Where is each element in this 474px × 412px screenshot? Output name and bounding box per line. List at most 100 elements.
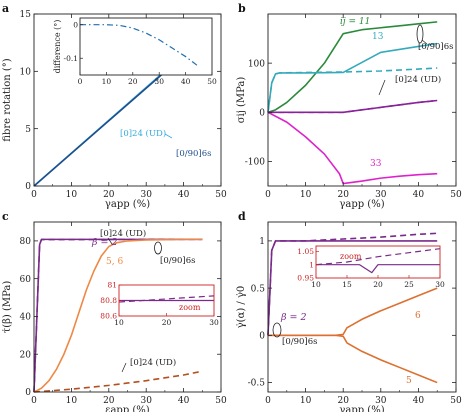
inset-d: 10 15 20 25 30 0.95 1 1.05 zoom — [297, 245, 445, 289]
inset-y-tick-label: 81 — [107, 281, 117, 290]
annotation-56: 5, 6 — [106, 257, 123, 267]
annotation-beta: β = 2 — [91, 237, 118, 248]
inset-x-tick-label: 25 — [404, 280, 414, 289]
inset-y-axis-label: difference (°) — [53, 20, 62, 74]
panel-letter: d — [238, 210, 246, 223]
annotation-cp: [0/90]6s — [418, 42, 454, 52]
inset-x-tick-label: 20 — [128, 77, 138, 86]
x-tick-label: 50 — [215, 396, 227, 406]
inset-x-tick-label: 15 — [342, 280, 352, 289]
x-tick-label: 40 — [178, 190, 190, 200]
inset-x-tick-label: 0 — [78, 77, 83, 86]
inset-y-tick-label: 0.95 — [297, 274, 314, 283]
inset-y-tick-label: 1 — [309, 260, 314, 269]
x-tick-label: 20 — [337, 190, 349, 200]
inset-y-tick-label: 80.6 — [100, 312, 117, 321]
inset-x-tick-label: 50 — [207, 77, 217, 86]
x-tick-label: 30 — [140, 190, 152, 200]
y-axis-label: τ̇(β) (MPa) — [2, 281, 13, 334]
inset-x-tick-label: 20 — [373, 280, 383, 289]
series-line — [268, 99, 438, 114]
annotation-beta: β = 2 — [280, 312, 307, 323]
x-tick-label: 20 — [103, 396, 115, 406]
inset-series-line — [316, 264, 440, 274]
annotation-leader — [121, 362, 127, 373]
inset-x-tick-label: 10 — [311, 280, 321, 289]
inset-x-tick-label: 10 — [102, 77, 112, 86]
y-tick-label: 0 — [25, 182, 31, 192]
series-line — [33, 370, 203, 393]
series-line — [268, 334, 438, 384]
inset-x-tick-label: 20 — [162, 318, 172, 327]
inset-y-tick-label: 0 — [73, 20, 78, 29]
x-tick-label: 20 — [337, 396, 349, 406]
x-tick-label: 20 — [103, 190, 115, 200]
y-tick-label: 80 — [20, 237, 32, 247]
inset-frame — [79, 17, 213, 76]
x-tick-label: 50 — [450, 190, 462, 200]
y-tick-label: 1 — [259, 237, 265, 247]
panel-letter: c — [2, 210, 9, 223]
x-tick-label: 10 — [300, 396, 312, 406]
annotation-33: 33 — [370, 159, 382, 169]
panel-c: 0 10 20 30 40 50 0 20 40 60 80 c εapp (%) τ̇(β) (MPa)… — [2, 210, 227, 412]
x-axis-label: γapp (%) — [105, 199, 150, 210]
y-tick-label: -0.5 — [248, 379, 266, 389]
inset-y-tick-label: 1.05 — [297, 247, 314, 256]
series-line — [267, 21, 438, 114]
y-axis-label: σij (MPa) — [236, 77, 247, 124]
annotation-cp: [0/90]6s — [282, 337, 318, 347]
inset-x-tick-label: 30 — [435, 280, 445, 289]
annotation-ellipse — [416, 24, 424, 44]
x-tick-label: 30 — [375, 396, 387, 406]
panel-letter: a — [2, 2, 9, 15]
annotation-cp: [0/90]6s — [160, 256, 196, 266]
series-line — [267, 67, 438, 113]
x-tick-label: 10 — [66, 190, 78, 200]
y-axis-label: γ̇(α) / γ̇0 — [236, 286, 247, 329]
x-tick-label: 50 — [215, 190, 227, 200]
annotation-leader — [164, 133, 173, 139]
annotation-leader — [421, 39, 428, 45]
y-tick-label: 0 — [259, 108, 265, 118]
y-tick-label: 15 — [20, 10, 32, 20]
x-axis-label: γapp (%) — [339, 405, 384, 412]
inset-x-tick-label: 30 — [209, 318, 219, 327]
plot-frame — [267, 13, 457, 187]
y-tick-label: 0 — [25, 388, 31, 398]
panel-b: 0 10 20 30 40 50 -100 0 100 b γapp (%) σij (MPa) ij … — [236, 2, 462, 210]
annotation-ud: [0]24 (UD) — [100, 228, 146, 239]
series-line — [33, 238, 203, 393]
y-tick-label: 0 — [259, 331, 265, 341]
panel-d: 0 10 20 30 40 50 -0.5 0 0.5 1 d γapp (%) γ̇(α) / γ̇0… — [236, 210, 462, 412]
y-tick-label: 100 — [248, 59, 265, 69]
x-tick-label: 40 — [413, 190, 425, 200]
annotation-cp: [0/90]6s — [176, 149, 212, 159]
x-tick-label: 30 — [375, 190, 387, 200]
annotation-13: 13 — [372, 32, 384, 42]
series-line — [33, 238, 203, 393]
annotation-ij11: ij = 11 — [340, 17, 370, 27]
x-tick-label: 30 — [140, 396, 152, 406]
x-tick-label: 50 — [450, 396, 462, 406]
y-tick-label: 10 — [20, 67, 32, 77]
annotation-5: 5 — [406, 376, 412, 386]
series-line — [267, 232, 438, 336]
inset-zoom-label: zoom — [179, 303, 201, 312]
annotation-ellipse — [272, 322, 282, 338]
annotation-leader — [378, 79, 386, 96]
y-tick-label: 60 — [20, 275, 32, 285]
annotation-ud: [0]24 (UD) — [395, 74, 441, 85]
x-tick-label: 40 — [413, 396, 425, 406]
y-axis-label: fibre rotation (°) — [2, 58, 13, 141]
inset-zoom-label: zoom — [340, 252, 362, 261]
y-tick-label: -100 — [245, 158, 265, 168]
x-tick-label: 0 — [265, 190, 271, 200]
inset-y-tick-label: -0.1 — [64, 54, 78, 63]
x-axis-label: γapp (%) — [339, 199, 384, 210]
inset-c: 10 20 30 80.6 80.8 81 zoom — [100, 281, 219, 327]
inset-y-tick-label: 80.8 — [100, 296, 117, 305]
x-tick-label: 10 — [300, 190, 312, 200]
